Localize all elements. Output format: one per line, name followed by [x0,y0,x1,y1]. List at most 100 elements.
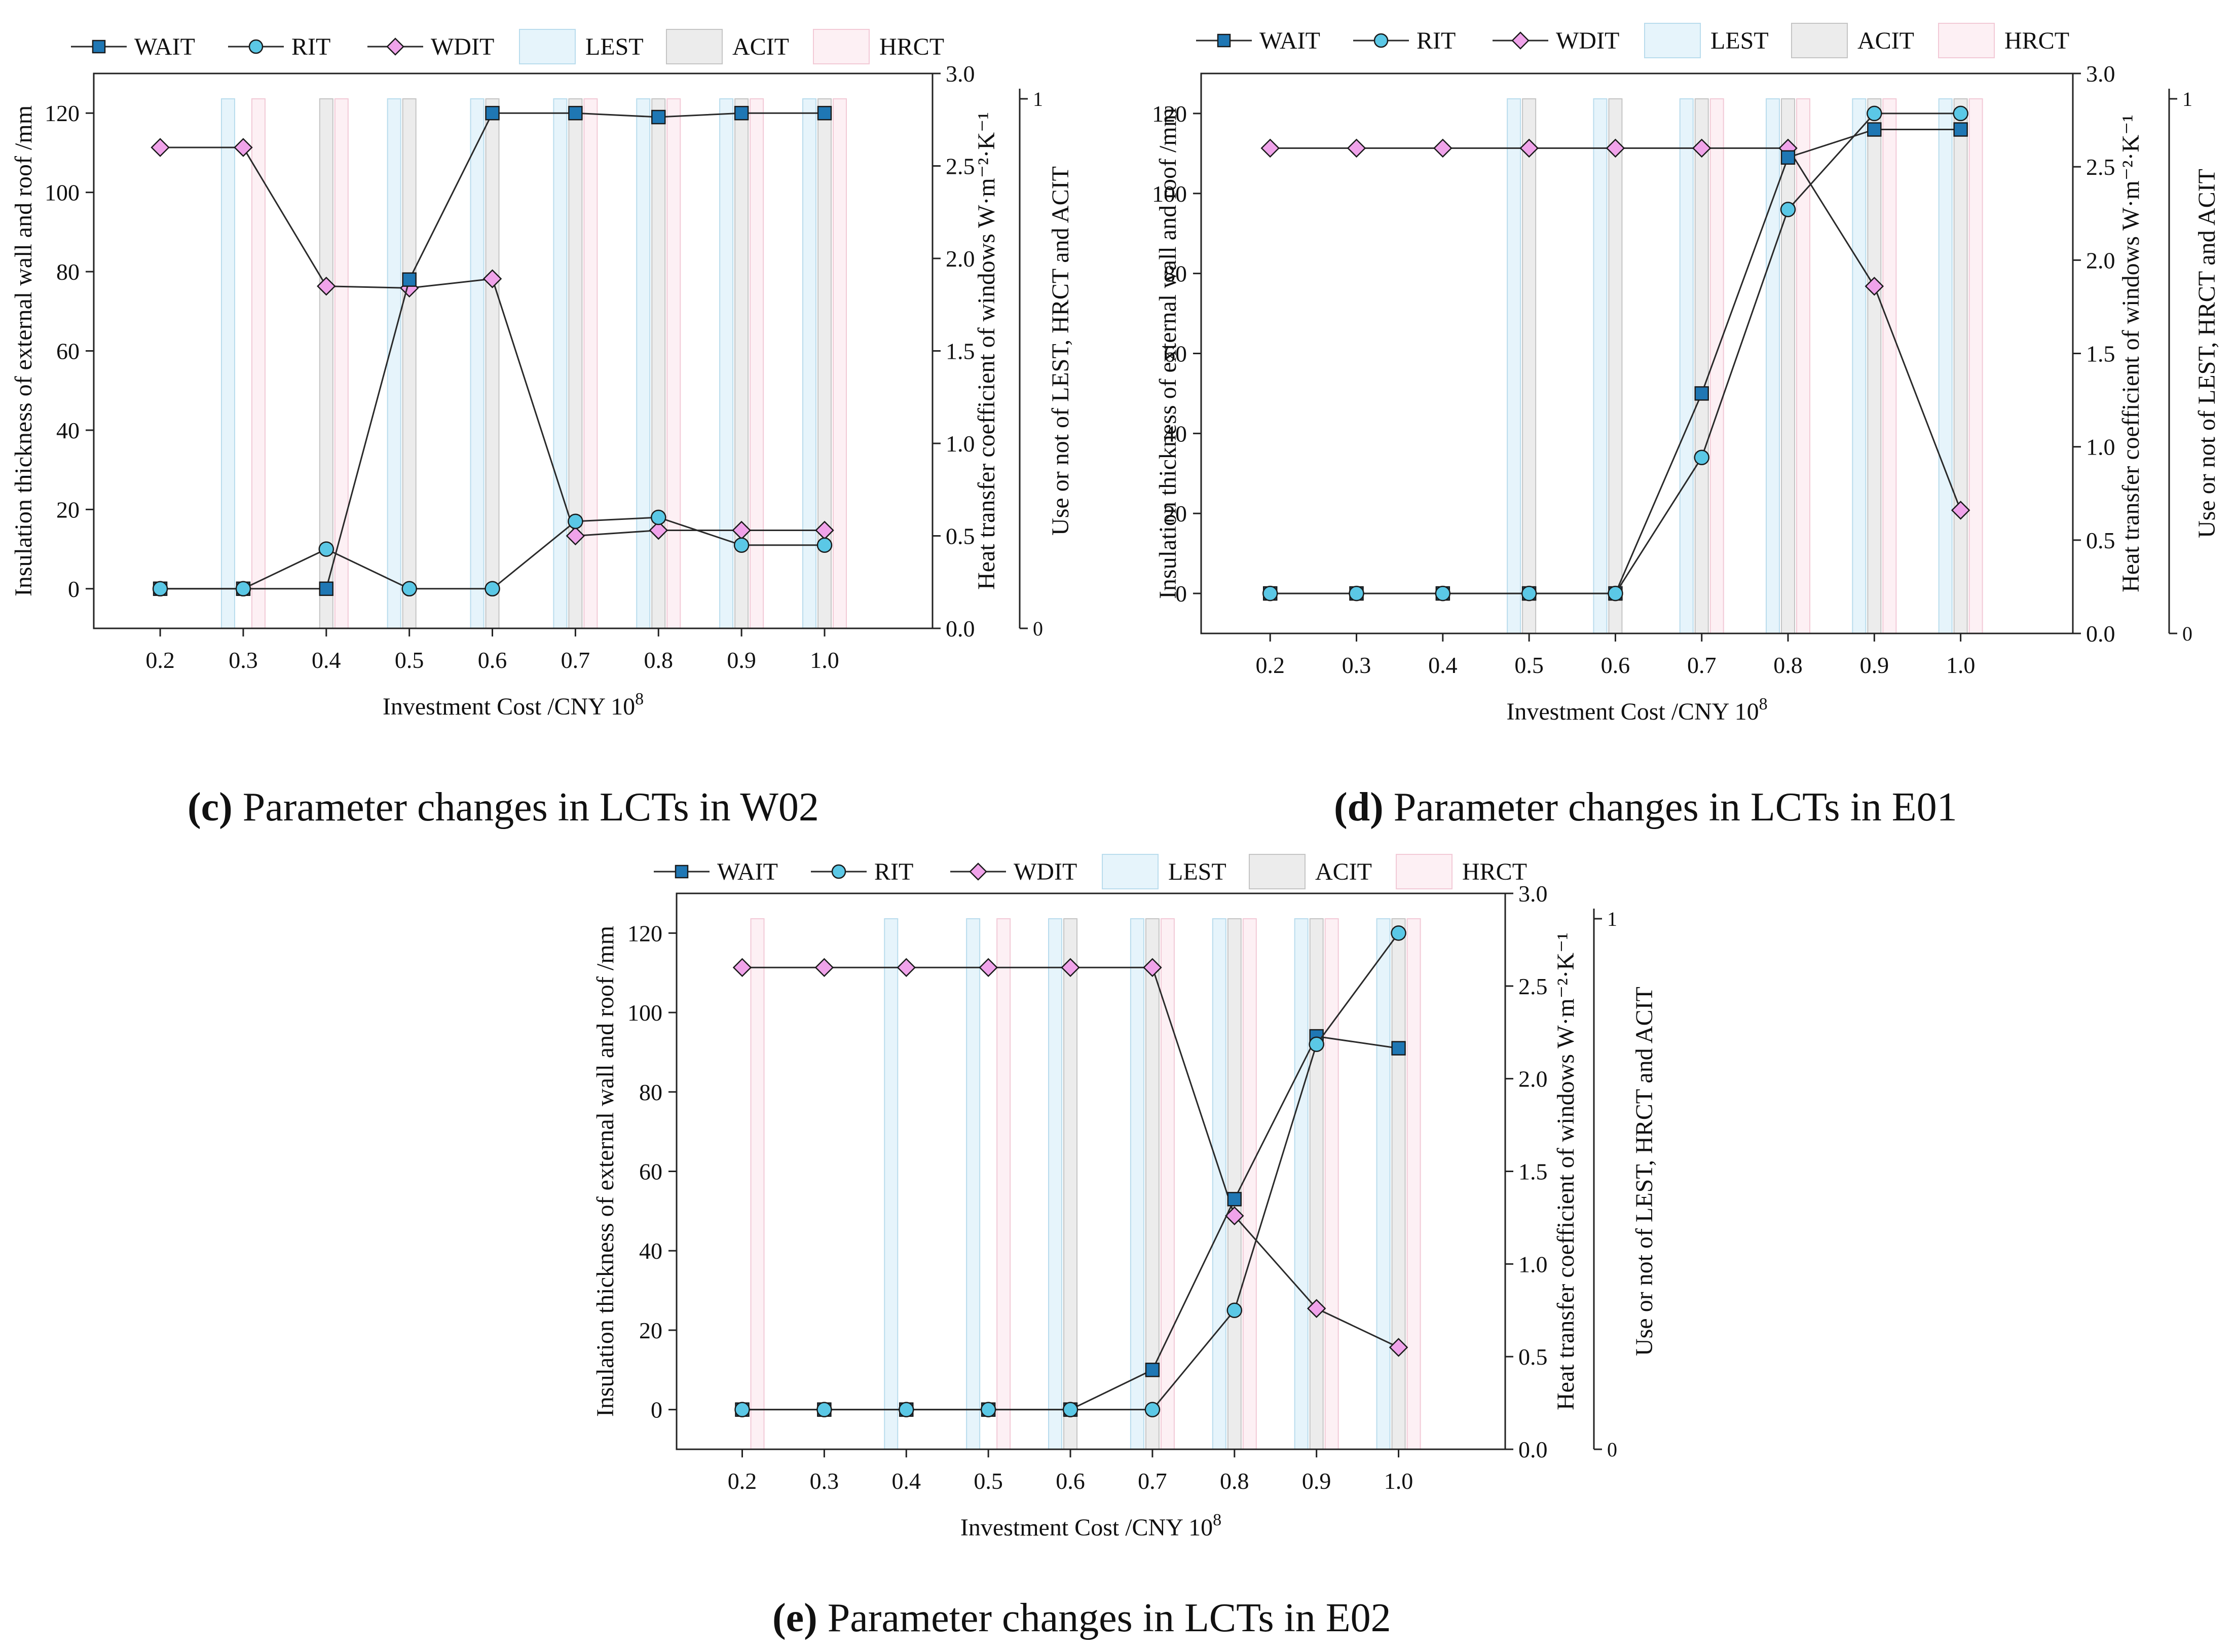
chart-c-ytick-right-label-0: 0.0 [946,616,975,642]
chart-e-legend-hrct-swatch-box [1396,854,1453,889]
chart-e-ytick-right-label-5: 2.5 [1518,973,1548,999]
chart-d-xtick-label-6: 0.8 [1773,652,1803,678]
chart-c-binary-tick-label-0: 0 [1033,617,1043,640]
chart-d-point-wait-5 [1694,386,1709,401]
chart-e-point-wdit-2 [897,958,916,978]
chart-d-xtick-label-7: 0.9 [1860,652,1889,678]
chart-d-point-rit-7 [1867,105,1882,122]
chart-e-ytick-right-label-1: 0.5 [1518,1344,1548,1370]
chart-c-ytick-left-label-5: 100 [45,180,80,206]
chart-d-ytick-right-label-3: 1.5 [2086,341,2115,367]
chart-e-bar-hrct-3 [996,918,1011,1450]
caption-d-text: Parameter changes in LCTs in E01 [1383,785,1957,830]
chart-e-ylabel-left: Insulation thickness of external wall an… [592,926,619,1417]
chart-e-legend-acit-label: ACIT [1315,858,1372,885]
panel-c: 0.2 0.3 0.4 0.5 0.6 0.7 0.8 0.9 1.00204060801001… [10,29,1074,720]
chart-d-point-wdit-8 [1951,501,1970,520]
chart-e-point-wdit-3 [979,958,998,978]
chart-d-ylabel-binary: Use or not of LEST, HRCT and ACIT [2193,169,2220,538]
chart-e-xtick-label-5: 0.7 [1138,1468,1167,1494]
chart-e-bar-lest-4 [1048,918,1063,1450]
chart-c-ytick-right-label-6: 3.0 [946,61,975,87]
chart-d-legend-wdit-label: WDIT [1556,27,1619,54]
chart-d-xtick-label-8: 1.0 [1946,652,1976,678]
chart-e-ytick-right-label-4: 2.0 [1518,1066,1548,1092]
chart-e-point-rit-5 [1144,1402,1161,1417]
chart-c-bar-lest-7 [719,98,734,629]
chart-e-ytick-left-label-2: 40 [639,1238,662,1264]
chart-c-point-wait-7 [734,105,749,121]
chart-d-bar-acit-5 [1694,98,1709,634]
chart-d-point-wdit-1 [1347,138,1366,158]
chart-c-ylabel-right: Heat transfer coefficient of windows W·m… [973,112,1000,590]
chart-d-point-rit-5 [1694,449,1709,465]
chart-d-ytick-left-label-4: 80 [1164,261,1187,287]
chart-e-legend-wdit-swatch-marker [969,862,987,881]
chart-e-legend-wait-swatch-marker [675,865,689,879]
chart-c-point-rit-5 [568,513,583,530]
chart-d-xtick-label-1: 0.3 [1342,652,1371,678]
chart-e-xtick-label-4: 0.6 [1056,1468,1085,1494]
chart-d-point-rit-3 [1521,585,1537,602]
chart-d-bar-lest-6 [1766,98,1780,634]
chart-e-point-rit-2 [899,1402,914,1417]
chart-e-legend-rit-swatch-marker [831,864,846,879]
chart-d-bar-lest-4 [1593,98,1608,634]
chart-d-point-wait-7 [1867,122,1882,137]
chart-e-bar-hrct-6 [1242,918,1257,1450]
chart-d-xtick-label-2: 0.4 [1428,652,1458,678]
chart-e-legend-wait-label: WAIT [717,858,778,885]
chart-d-bar-acit-8 [1953,98,1968,634]
chart-c-bar-hrct-5 [583,98,598,629]
chart-c-point-rit-6 [651,509,666,525]
chart-c-xtick-label-6: 0.8 [644,647,674,673]
chart-d-bar-lest-5 [1679,98,1694,634]
chart-e-ytick-right-label-6: 3.0 [1518,881,1548,907]
chart-d-ytick-right-label-6: 3.0 [2086,61,2115,87]
chart-e-point-rit-6 [1226,1302,1243,1318]
chart-d-bar-acit-7 [1867,98,1882,634]
chart-e-point-wdit-0 [732,958,752,978]
caption-e-letter: (e) [772,1596,817,1640]
chart-e-bar-lest-7 [1294,918,1309,1450]
chart-e-point-wdit-5 [1143,958,1162,978]
chart-e-bar-acit-4 [1063,918,1078,1450]
chart-e-xtick-label-6: 0.8 [1220,1468,1249,1494]
chart-c-bar-lest-5 [553,98,568,629]
chart-c-point-rit-0 [152,581,168,597]
chart-e-ytick-left-label-4: 80 [639,1079,662,1105]
chart-e-bar-hrct-8 [1406,918,1421,1450]
chart-c-xtick-label-4: 0.6 [478,647,507,673]
chart-c-bar-lest-3 [387,98,401,629]
chart-d-xlabel: Investment Cost /CNY 108 [1506,695,1767,725]
chart-c-xtick-label-2: 0.4 [312,647,341,673]
chart-c-point-rit-1 [235,581,251,597]
chart-c-legend-lest-label: LEST [585,33,644,60]
chart-c-bar-hrct-6 [666,98,681,629]
chart-e-bar-acit-7 [1309,918,1324,1450]
chart-e-ytick-left-label-5: 100 [627,1000,662,1026]
chart-c-bar-acit-5 [568,98,583,629]
chart-c-point-wdit-2 [317,276,336,296]
chart-e-bar-lest-8 [1376,918,1391,1450]
chart-d-binary-tick-label-1: 1 [2182,88,2192,110]
chart-d-ytick-right-label-2: 1.0 [2086,434,2115,460]
chart-c-legend-lest-swatch-box [519,29,576,64]
chart-c-bar-acit-3 [402,98,417,629]
chart-d-ylabel-left: Insulation thickness of external wall an… [1155,108,1181,599]
chart-c-legend-wdit-label: WDIT [431,33,494,60]
chart-d-legend-wait-label: WAIT [1259,27,1320,54]
chart-d-ytick-left-label-0: 0 [1175,581,1187,607]
chart-c-point-wait-2 [319,581,334,596]
chart-d-ytick-right-label-1: 0.5 [2086,528,2115,553]
chart-e-point-wdit-1 [814,958,834,978]
chart-d-bar-acit-6 [1781,98,1796,634]
chart-c-legend-acit-swatch-box [666,29,723,64]
chart-e-bar-acit-8 [1391,918,1406,1450]
chart-e-ytick-right-label-3: 1.5 [1518,1159,1548,1185]
chart-c-legend-wait-label: WAIT [134,33,195,60]
chart-c-xtick-label-0: 0.2 [145,647,175,673]
chart-c-bar-lest-1 [220,98,235,629]
chart-c-legend-hrct-label: HRCT [879,33,944,60]
chart-d-xtick-label-3: 0.5 [1514,652,1544,678]
